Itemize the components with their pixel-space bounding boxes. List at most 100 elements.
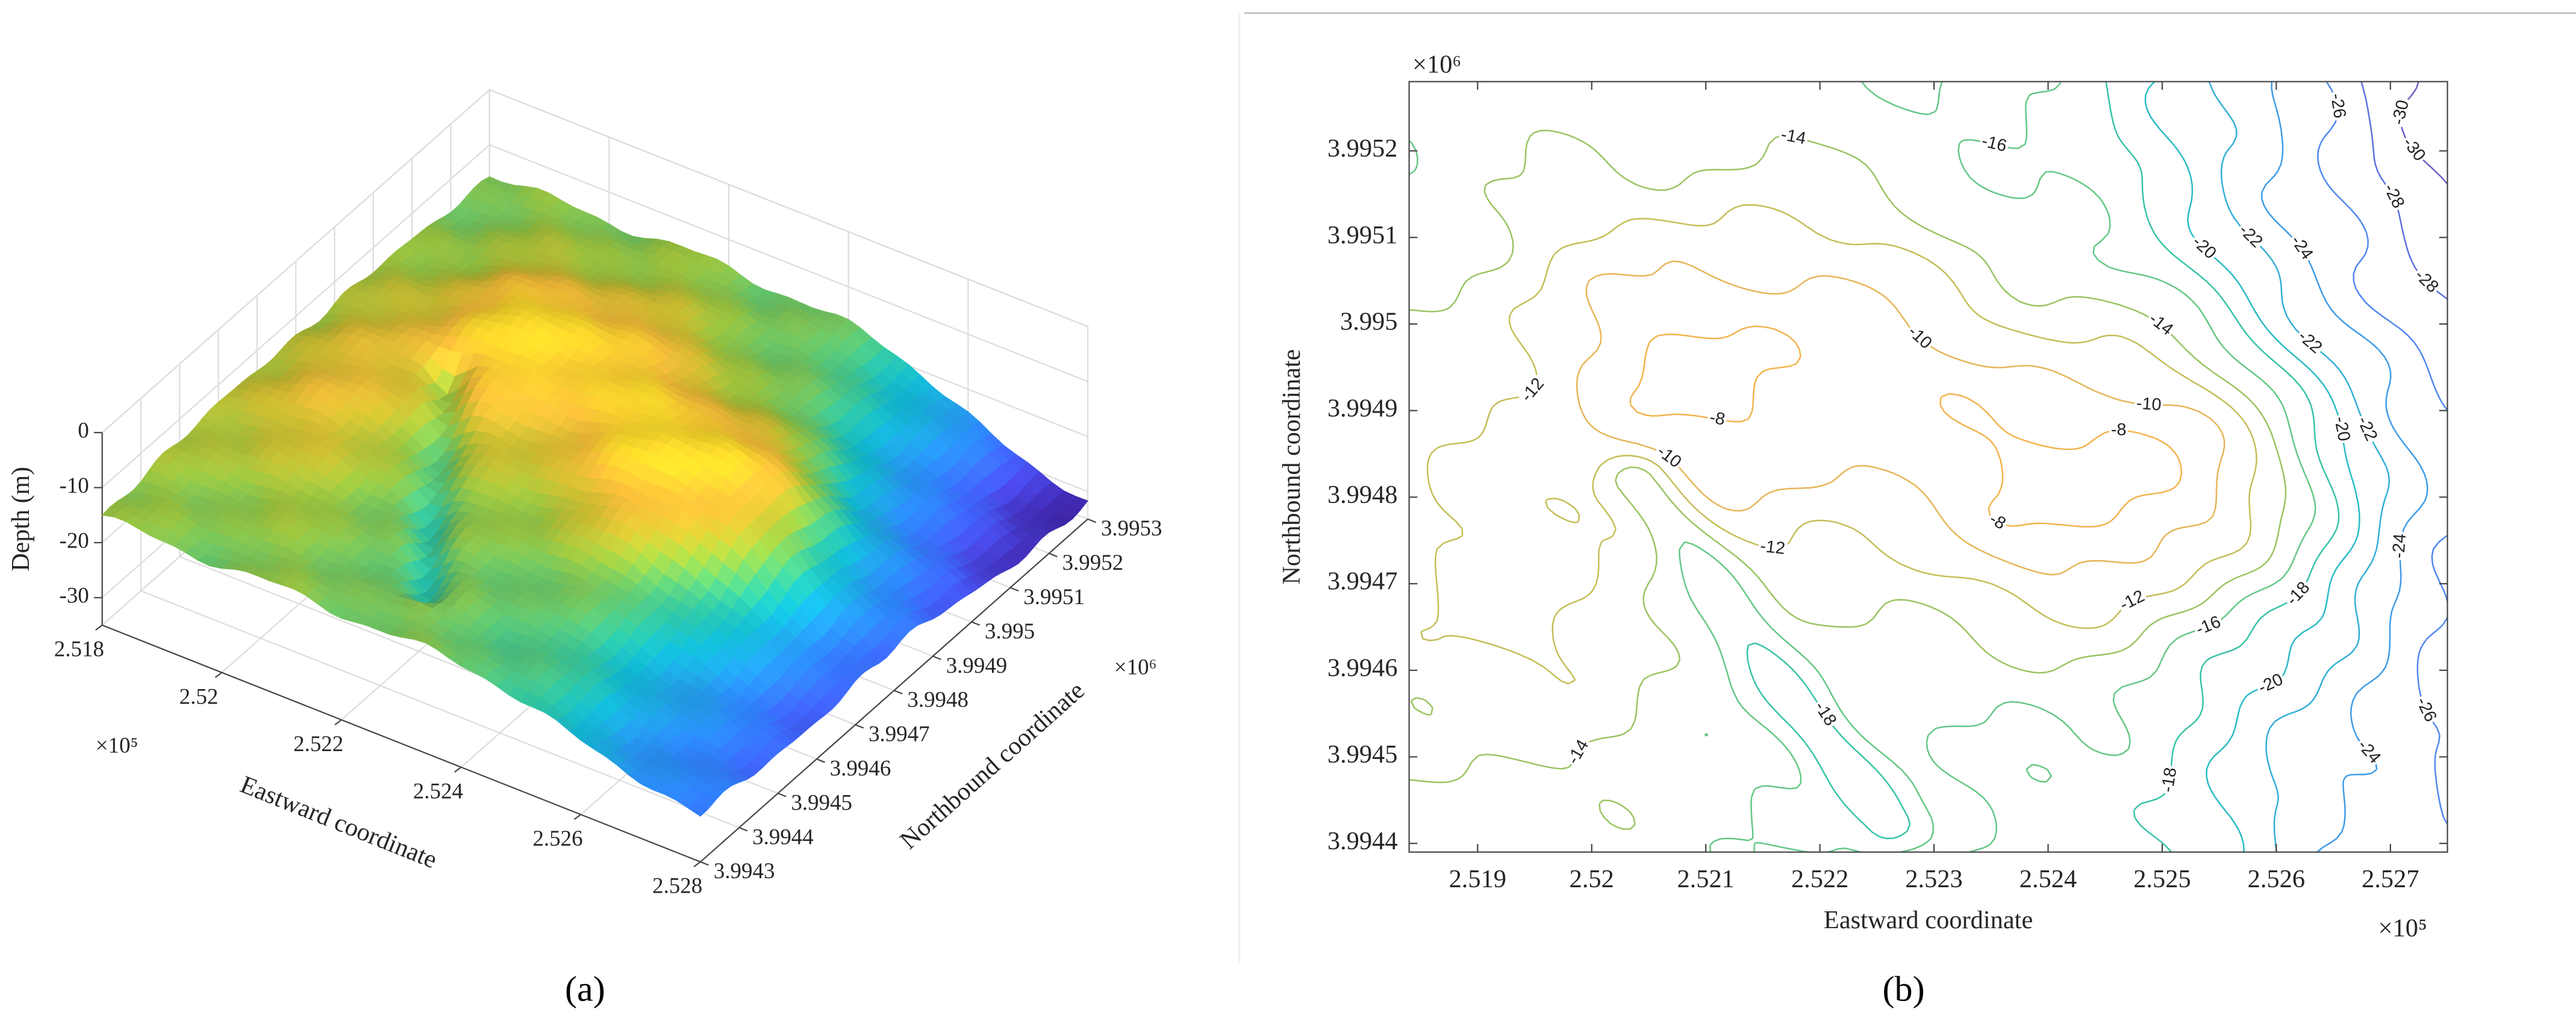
contour-label-bg — [2353, 734, 2386, 769]
contour-label: -8 — [1708, 408, 1727, 429]
tick-mark — [855, 724, 864, 729]
tick-mark — [932, 655, 941, 660]
x-axis-label: Eastward coordinate — [1824, 906, 2033, 934]
contour-label-bg — [1978, 131, 2010, 157]
contour-label-bg — [1515, 373, 1549, 407]
x-axis-label: Eastward coordinate — [237, 770, 441, 874]
contour-label-bg — [2378, 179, 2409, 213]
contour-line — [2208, 81, 2390, 852]
contour-label-bg — [1985, 508, 2011, 535]
contour-label-bg — [2326, 90, 2350, 122]
x-tick-label: 2.52 — [1570, 865, 1614, 893]
contour-label: -24 — [2389, 533, 2410, 559]
contour-line — [2144, 81, 2360, 852]
tick-mark — [894, 690, 903, 694]
contour-label-bg — [2191, 611, 2225, 640]
y-tick-label: 3.9945 — [1327, 740, 1398, 769]
tick-mark — [700, 861, 709, 866]
contour-label-bg — [2281, 576, 2315, 611]
x-tick-label: 2.525 — [2133, 865, 2191, 893]
y-tick-label: 3.9944 — [752, 824, 814, 849]
contour-label-bg — [2109, 420, 2128, 440]
contour-label: -10 — [2136, 394, 2162, 415]
tick-mark — [95, 625, 103, 631]
contour-label-bg — [2387, 96, 2413, 128]
tick-mark — [1087, 518, 1097, 523]
x-tick-label: 2.524 — [2019, 865, 2077, 893]
contour-label-bg — [2293, 325, 2327, 358]
axis-line — [102, 624, 701, 863]
x-tick-label: 2.52 — [179, 684, 219, 708]
tick-mark — [1049, 552, 1058, 558]
x-tick-label: 2.521 — [1677, 865, 1734, 893]
contour-label-bg — [2411, 693, 2442, 726]
y-tick-label: 3.995 — [985, 619, 1035, 643]
y-tick-label: 3.995 — [1340, 308, 1397, 336]
y-tick-label: 3.9947 — [869, 722, 930, 746]
tick-mark — [693, 861, 701, 867]
y-tick-label: 3.9946 — [830, 756, 891, 781]
z-tick-label: -30 — [60, 583, 89, 608]
y-tick-label: 3.9952 — [1327, 134, 1398, 163]
contour-label-bg — [1777, 124, 1809, 149]
contour-label-bg — [2353, 411, 2382, 446]
contour-label-bg — [2115, 585, 2150, 616]
contour-label-bg — [1903, 320, 1937, 354]
y-multiplier: ×10⁶ — [1114, 655, 1157, 679]
contour-label-bg — [1562, 735, 1594, 769]
grid-line — [489, 144, 1088, 382]
x-tick-label: 2.522 — [293, 731, 343, 756]
contour-label-bg — [2286, 230, 2318, 265]
x-tick-label: 2.526 — [2248, 865, 2305, 893]
axes-box — [1408, 81, 2448, 853]
tick-mark — [816, 758, 825, 763]
contour-label-bg — [1651, 440, 1686, 473]
x-tick-label: 2.526 — [532, 826, 582, 851]
x-tick-label: 2.522 — [1791, 865, 1848, 893]
contour-label: -8 — [2111, 420, 2127, 440]
y-tick-label: 3.9946 — [1327, 654, 1398, 682]
x-tick-label: 2.527 — [2362, 865, 2419, 893]
x-tick-label: 2.528 — [652, 873, 702, 898]
surface-patch — [688, 801, 709, 817]
y-tick-label: 3.9945 — [791, 790, 852, 815]
y-tick-label: 3.9947 — [1327, 567, 1398, 596]
y-tick-label: 3.9944 — [1327, 827, 1398, 855]
contour-line — [1420, 204, 2257, 685]
contour-label: -18 — [2157, 766, 2180, 794]
y-tick-label: 3.9952 — [1062, 550, 1124, 575]
contour-label-bg — [1706, 407, 1729, 430]
contour-label-bg — [1757, 536, 1788, 559]
panel-label: (b) — [1882, 969, 1924, 1009]
tick-mark — [454, 766, 462, 773]
tick-mark — [971, 621, 981, 626]
contour-label: -26 — [2327, 92, 2350, 120]
surface — [101, 176, 1088, 817]
tick-mark — [214, 672, 222, 678]
contour-label-bg — [2388, 531, 2410, 561]
contour-label: -12 — [1759, 537, 1786, 558]
x-multiplier: ×10⁵ — [96, 733, 139, 758]
contour-line — [1746, 81, 2340, 853]
y-tick-label: 3.9951 — [1023, 584, 1085, 609]
tick-mark — [334, 719, 342, 726]
y-tick-label: 3.9948 — [1327, 481, 1398, 509]
contour-label-bg — [2187, 231, 2221, 264]
axis-line — [700, 518, 1088, 863]
contour-label-bg — [1809, 696, 1841, 731]
tick-mark — [1010, 587, 1019, 592]
panel-a: 0 -10 -20 -30 2.518 2.52 2.522 2.524 2.526 2.528 3… — [7, 88, 1162, 898]
contour-label: -14 — [1779, 125, 1807, 148]
panel-b: -30-30-28-28-26-26-24-24-24-22-22-22-20-… — [1277, 51, 2448, 942]
tick-mark — [778, 793, 787, 797]
z-tick-label: -10 — [60, 473, 89, 498]
contour-label-bg — [2157, 764, 2181, 796]
y-tick-label: 3.9949 — [946, 653, 1008, 678]
y-tick-label: 3.9953 — [1101, 516, 1162, 540]
grid-line — [140, 590, 740, 828]
x-tick-label: 2.519 — [1449, 865, 1506, 893]
z-tick-label: -20 — [60, 528, 89, 552]
contour-label-bg — [2253, 669, 2288, 699]
